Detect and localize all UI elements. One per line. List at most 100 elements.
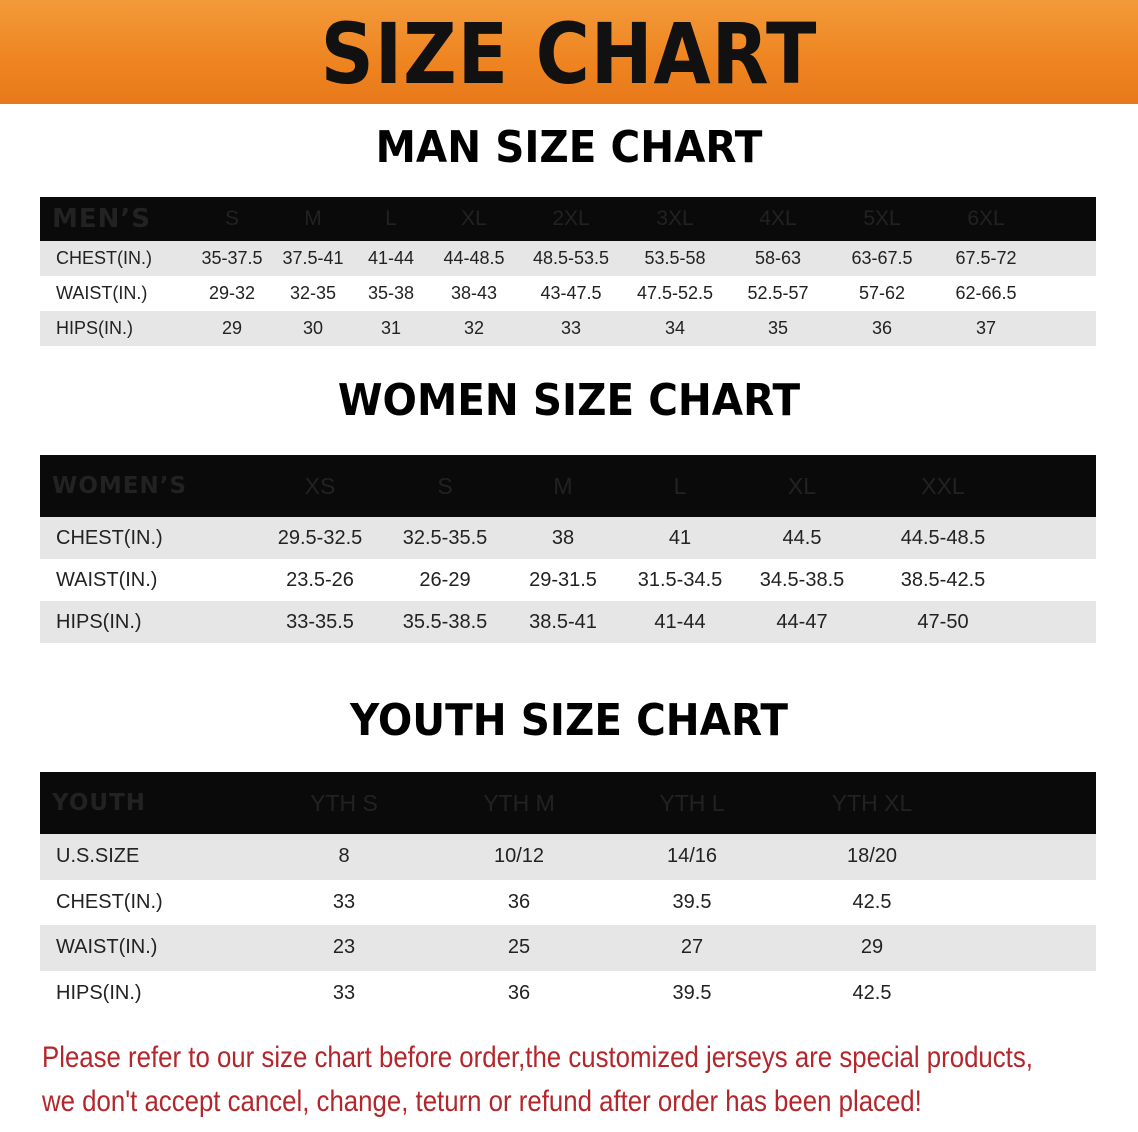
- table-cell: 23.5-26: [286, 568, 354, 591]
- table-cell: 36: [871, 318, 893, 338]
- size-header: YTH M: [483, 789, 555, 816]
- table-cell: 37: [975, 318, 997, 338]
- table-cell: 63-67.5: [851, 248, 913, 268]
- size-header: S: [224, 207, 239, 230]
- table-cell: 29: [860, 936, 884, 959]
- table-cell: 35: [767, 318, 789, 338]
- table-cell: 53.5-58: [644, 248, 706, 268]
- table-header-row: WOMEN’S XS S M L XL XXL: [40, 455, 1096, 517]
- table-cell: 41-44: [654, 610, 706, 633]
- table-cell: 43-47.5: [540, 283, 602, 303]
- table-cell: 52.5-57: [747, 283, 809, 303]
- table-cell: 33-35.5: [286, 610, 354, 633]
- table-cell: 38.5-41: [529, 610, 597, 633]
- table-row: WAIST(IN.) 23.5-26 26-29 29-31.5 31.5-34.5 34…: [40, 559, 1096, 601]
- measurement-label: CHEST(IN.): [56, 526, 163, 549]
- size-header: YTH L: [659, 789, 725, 816]
- table-cell: 14/16: [666, 845, 718, 868]
- men-section-title: MAN SIZE CHART: [375, 122, 763, 173]
- header-label: YOUTH: [52, 790, 147, 816]
- table-cell: 35-38: [367, 283, 415, 303]
- table-cell: 34.5-38.5: [759, 568, 845, 591]
- size-header: 4XL: [759, 207, 797, 230]
- table-cell: 35.5-38.5: [402, 610, 488, 633]
- table-cell: 33: [560, 318, 582, 338]
- banner: SIZE CHART: [0, 0, 1138, 104]
- table-cell: 58-63: [754, 248, 802, 268]
- table-cell: 42.5: [852, 890, 892, 913]
- table-header-row: YOUTH YTH S YTH M YTH L YTH XL: [40, 772, 1096, 834]
- youth-size-table: YOUTH YTH S YTH M YTH L YTH XL U.S.SIZE 8 10/12…: [40, 772, 1096, 1016]
- size-header: XXL: [921, 472, 965, 499]
- table-cell: 39.5: [672, 981, 712, 1004]
- table-cell: 31: [380, 318, 402, 338]
- table-cell: 36: [507, 981, 531, 1004]
- table-cell: 39.5: [672, 890, 712, 913]
- size-header: 3XL: [656, 207, 694, 230]
- women-size-table: WOMEN’S XS S M L XL XXL CHEST(IN.) 29.5-32.5 32.5…: [40, 455, 1096, 643]
- table-cell: 47.5-52.5: [636, 283, 714, 303]
- header-label: WOMEN’S: [52, 473, 188, 499]
- measurement-label: WAIST(IN.): [56, 936, 158, 959]
- table-cell: 37.5-41: [282, 248, 344, 268]
- header-label: MEN’S: [52, 204, 151, 234]
- size-header: YTH XL: [831, 789, 913, 816]
- table-cell: 47-50: [917, 610, 969, 633]
- table-row: U.S.SIZE 8 10/12 14/16 18/20: [40, 834, 1096, 880]
- size-header: YTH S: [310, 789, 378, 816]
- table-cell: 8: [338, 845, 350, 868]
- table-cell: 32.5-35.5: [402, 526, 488, 549]
- disclaimer-line-1: Please refer to our size chart before or…: [42, 1041, 1033, 1074]
- table-cell: 38: [551, 526, 575, 549]
- table-row: CHEST(IN.) 33 36 39.5 42.5: [40, 880, 1096, 926]
- table-cell: 29-32: [208, 283, 256, 303]
- measurement-label: HIPS(IN.): [56, 981, 142, 1004]
- size-header: M: [304, 207, 322, 230]
- table-row: HIPS(IN.) 33 36 39.5 42.5: [40, 971, 1096, 1017]
- table-cell: 41: [668, 526, 692, 549]
- measurement-label: WAIST(IN.): [56, 283, 148, 303]
- table-cell: 31.5-34.5: [637, 568, 723, 591]
- table-cell: 57-62: [858, 283, 906, 303]
- measurement-label: CHEST(IN.): [56, 890, 163, 913]
- size-header: S: [437, 472, 453, 499]
- measurement-label: U.S.SIZE: [56, 845, 140, 868]
- table-cell: 32-35: [289, 283, 337, 303]
- size-header: XL: [787, 472, 817, 499]
- table-cell: 44.5-48.5: [900, 526, 986, 549]
- table-cell: 32: [463, 318, 485, 338]
- size-header: XS: [304, 472, 336, 499]
- table-row: CHEST(IN.) 35-37.5 37.5-41 41-44 44-48.5 48.5…: [40, 241, 1096, 276]
- size-header: XL: [461, 207, 487, 230]
- table-cell: 26-29: [419, 568, 471, 591]
- table-cell: 38.5-42.5: [900, 568, 986, 591]
- table-cell: 25: [507, 936, 531, 959]
- table-cell: 44-47: [776, 610, 828, 633]
- size-header: 2XL: [552, 207, 590, 230]
- table-cell: 42.5: [852, 981, 892, 1004]
- table-row: HIPS(IN.) 33-35.5 35.5-38.5 38.5-41 41-44 44-…: [40, 601, 1096, 643]
- table-cell: 30: [302, 318, 324, 338]
- measurement-label: CHEST(IN.): [56, 248, 152, 268]
- table-cell: 67.5-72: [955, 248, 1017, 268]
- table-cell: 38-43: [450, 283, 498, 303]
- table-cell: 41-44: [367, 248, 415, 268]
- table-cell: 44-48.5: [443, 248, 505, 268]
- table-cell: 23: [332, 936, 356, 959]
- women-section-title: WOMEN SIZE CHART: [337, 375, 801, 426]
- table-cell: 34: [664, 318, 686, 338]
- disclaimer-line-2: we don't accept cancel, change, teturn o…: [42, 1085, 922, 1118]
- table-cell: 48.5-53.5: [532, 248, 610, 268]
- table-cell: 62-66.5: [955, 283, 1017, 303]
- table-header-row: MEN’S S M L XL 2XL 3XL 4XL 5XL 6XL: [40, 197, 1096, 241]
- size-header: M: [553, 472, 573, 499]
- table-cell: 35-37.5: [201, 248, 263, 268]
- table-row: HIPS(IN.) 29 30 31 32 33 34 35 36 37: [40, 311, 1096, 346]
- measurement-label: HIPS(IN.): [56, 318, 134, 338]
- table-row: WAIST(IN.) 29-32 32-35 35-38 38-43 43-47.5 47.…: [40, 276, 1096, 311]
- table-cell: 29.5-32.5: [277, 526, 363, 549]
- table-cell: 10/12: [493, 845, 545, 868]
- table-row: WAIST(IN.) 23 25 27 29: [40, 925, 1096, 971]
- table-cell: 36: [507, 890, 531, 913]
- size-header: L: [385, 207, 397, 230]
